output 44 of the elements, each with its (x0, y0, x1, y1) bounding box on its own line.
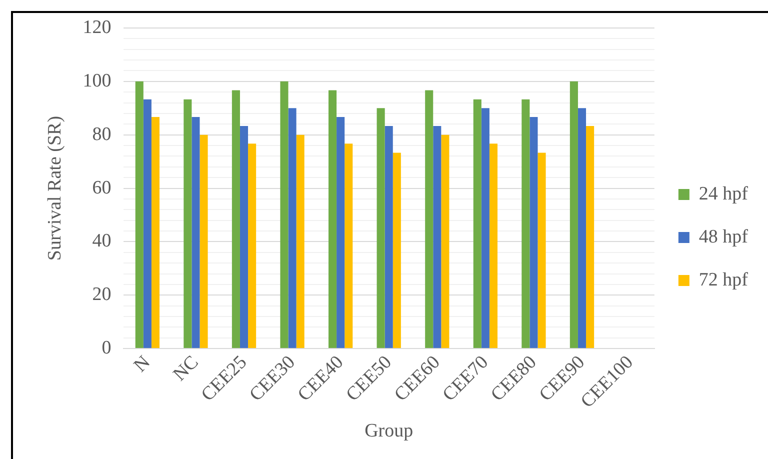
x-tick-label: NC (169, 352, 203, 386)
bar (135, 81, 144, 348)
y-tick-label: 40 (92, 230, 112, 252)
bar (481, 108, 490, 348)
y-tick-label: 0 (102, 338, 112, 359)
bar (248, 144, 256, 348)
bar (328, 90, 337, 348)
bar (192, 116, 200, 348)
bar (530, 116, 538, 348)
bar (184, 99, 192, 348)
bar (473, 99, 482, 348)
y-axis-title: Survival Rate (SR) (44, 116, 66, 261)
legend-label: 72 hpf (698, 269, 749, 290)
bar (143, 99, 152, 348)
bar (344, 144, 353, 348)
bar (522, 99, 530, 348)
bar (240, 126, 248, 348)
bar (232, 90, 240, 348)
y-tick-label: 120 (82, 16, 112, 38)
bar (288, 108, 296, 348)
bar (578, 108, 586, 348)
bar (376, 108, 385, 348)
bar (296, 134, 304, 348)
y-tick-label: 80 (92, 124, 112, 145)
bar (538, 152, 546, 348)
bar (151, 116, 160, 348)
bar (425, 90, 434, 348)
bar (336, 116, 345, 348)
x-tick-label: N (130, 352, 155, 376)
bar (570, 81, 578, 348)
legend-label: 24 hpf (698, 183, 749, 204)
bar (200, 134, 208, 348)
legend-label: 48 hpf (698, 226, 749, 248)
bar (384, 126, 393, 348)
bar (489, 144, 498, 348)
y-tick-label: 20 (92, 284, 112, 306)
y-tick-label: 60 (92, 177, 112, 198)
bar (586, 126, 594, 348)
bar (392, 152, 401, 348)
y-tick-label: 100 (82, 70, 112, 92)
bar (280, 81, 288, 348)
bar (433, 126, 442, 348)
bar (441, 134, 450, 348)
x-axis-title: Group (364, 420, 414, 442)
